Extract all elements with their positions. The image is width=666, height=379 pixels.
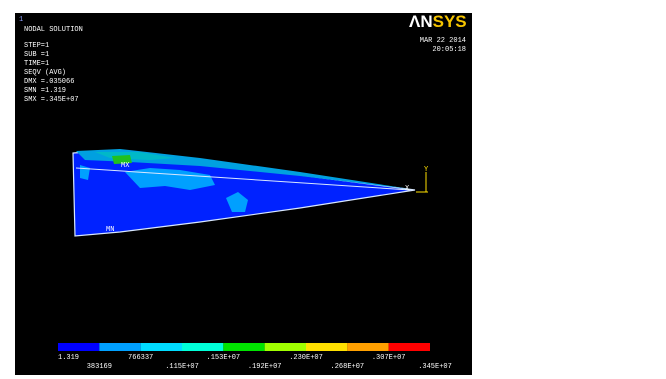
plot-title: NODAL SOLUTION [24, 26, 83, 34]
legend-swatch [347, 343, 388, 351]
mx-label: MX [121, 162, 130, 170]
legend-swatch [306, 343, 347, 351]
legend-swatch [182, 343, 223, 351]
info-line: SMX =.345E+07 [24, 96, 79, 104]
window-number: 1 [19, 16, 23, 24]
info-line: TIME=1 [24, 60, 49, 68]
time: 20:05:18 [432, 46, 466, 54]
date: MAR 22 2014 [420, 37, 466, 45]
legend-label: .153E+07 [207, 354, 241, 362]
info-line: SUB =1 [24, 51, 49, 59]
legend-label: .115E+07 [165, 363, 199, 371]
legend-label: .230E+07 [289, 354, 323, 362]
legend-swatch [223, 343, 264, 351]
mn-label: MN [106, 226, 114, 234]
info-line: DMX =.035066 [24, 78, 74, 86]
legend-label: 1.319 [58, 354, 79, 362]
legend-label: 766337 [128, 354, 153, 362]
logo: ΛNSYS [409, 12, 467, 31]
legend-swatch [141, 343, 182, 351]
legend-label: .192E+07 [248, 363, 282, 371]
info-line: STEP=1 [24, 42, 49, 50]
legend-label: .307E+07 [372, 354, 406, 362]
legend-swatch [389, 343, 430, 351]
legend-swatch [99, 343, 140, 351]
info-line: SEQV (AVG) [24, 69, 66, 77]
legend-swatch [58, 343, 99, 351]
legend-swatch [265, 343, 306, 351]
info-line: SMN =1.319 [24, 87, 66, 95]
legend-label: 383169 [87, 363, 112, 371]
legend-label: .345E+07 [418, 363, 452, 371]
legend-label: .268E+07 [331, 363, 365, 371]
screenshot: 1 NODAL SOLUTION STEP=1SUB =1TIME=1SEQV … [0, 0, 666, 379]
page: 1 NODAL SOLUTION STEP=1SUB =1TIME=1SEQV … [0, 0, 666, 379]
